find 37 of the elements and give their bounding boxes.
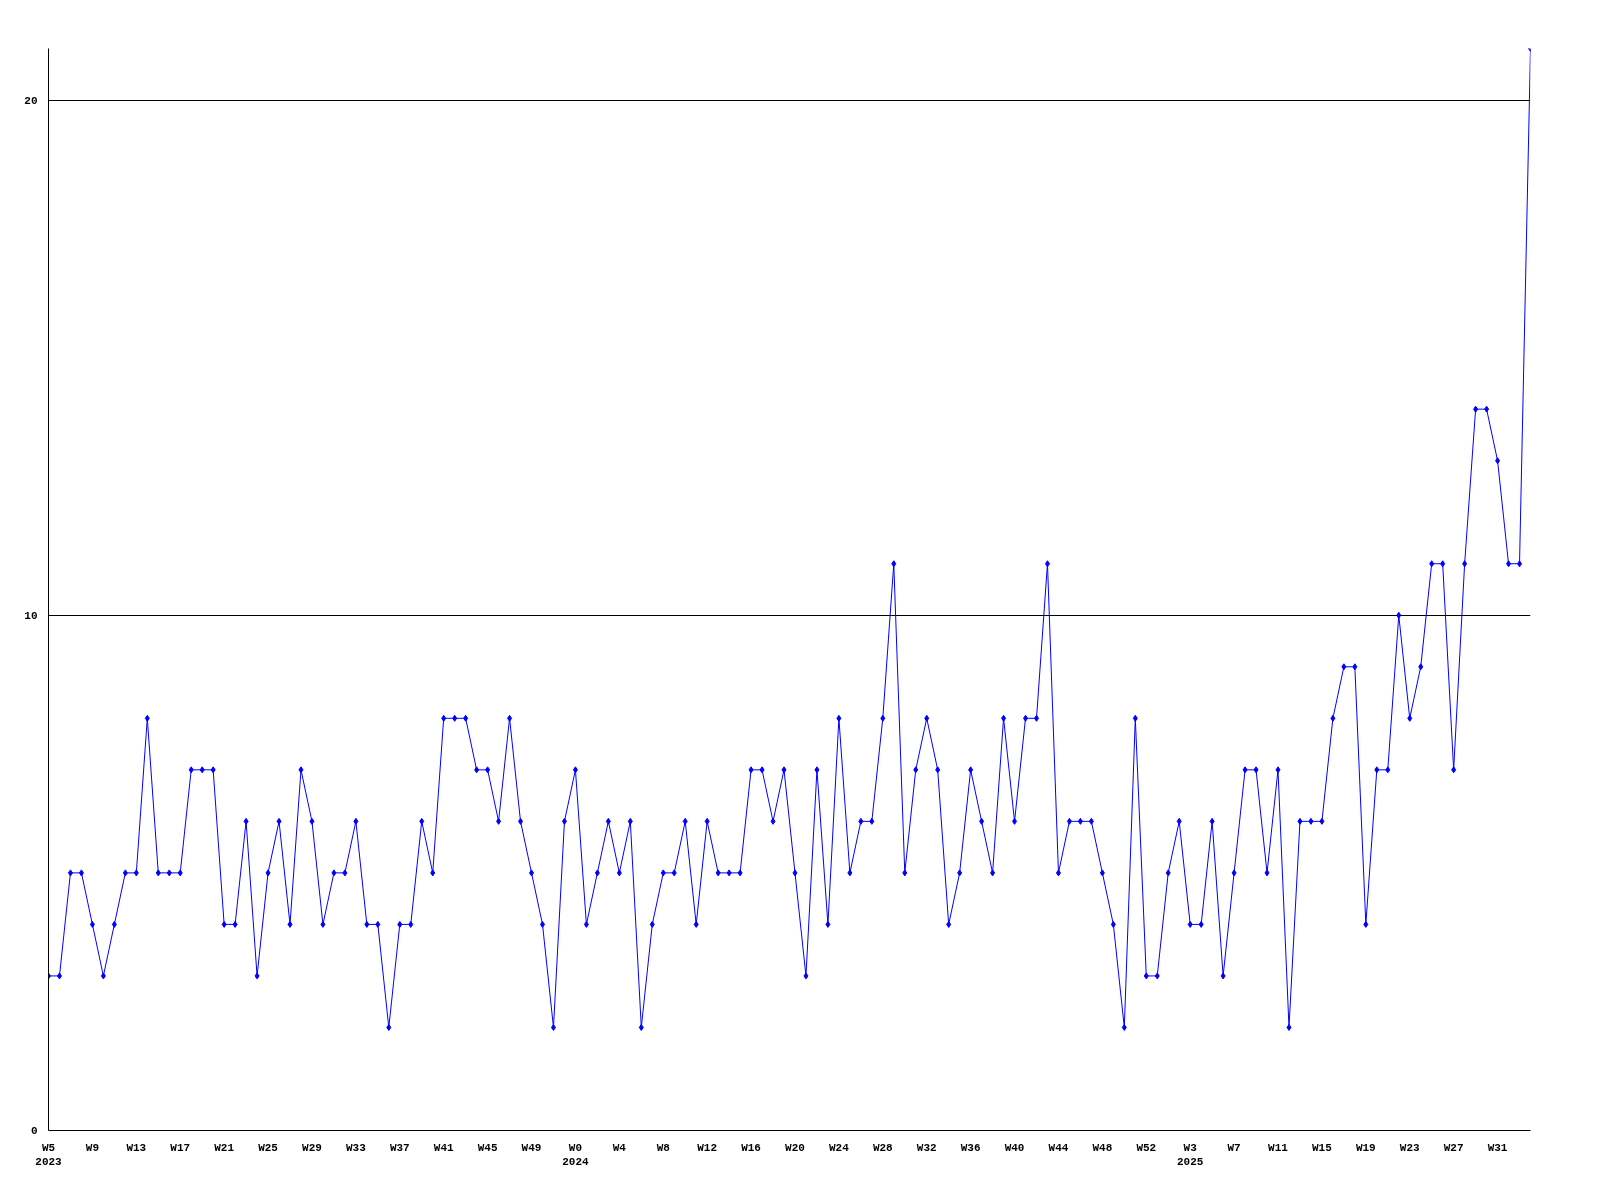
x-tick-label: W8 bbox=[656, 1141, 671, 1154]
x-tick-label: W11 bbox=[1268, 1141, 1289, 1154]
x-tick-label: W17 bbox=[170, 1141, 191, 1154]
x-tick-label: W0 2024 bbox=[562, 1141, 590, 1168]
x-tick-label: W7 bbox=[1227, 1141, 1241, 1154]
x-tick-label: W20 bbox=[785, 1141, 805, 1154]
y-tick-label: 20 bbox=[24, 94, 38, 107]
x-tick-label: W25 bbox=[258, 1141, 279, 1154]
x-tick-label: W21 bbox=[214, 1141, 235, 1154]
x-tick-label: W52 bbox=[1136, 1141, 1157, 1154]
x-tick-label: W12 bbox=[697, 1141, 718, 1154]
x-tick-label: W5 2023 bbox=[35, 1141, 63, 1168]
x-tick-label: W31 bbox=[1487, 1141, 1508, 1154]
x-tick-label: W15 bbox=[1312, 1141, 1333, 1154]
x-tick-label: W3 2025 bbox=[1176, 1141, 1204, 1168]
x-tick-label: W23 bbox=[1399, 1141, 1421, 1154]
x-tick-label: W44 bbox=[1048, 1141, 1069, 1154]
x-tick-label: W33 bbox=[345, 1141, 367, 1154]
x-tick-label: W32 bbox=[916, 1141, 937, 1154]
x-tick-label: W28 bbox=[872, 1141, 894, 1154]
x-tick-label: W41 bbox=[433, 1141, 454, 1154]
x-tick-label: W48 bbox=[1092, 1141, 1113, 1154]
y-tick-label: 10 bbox=[24, 609, 38, 622]
x-tick-label: W13 bbox=[126, 1141, 147, 1154]
x-tick-label: W9 bbox=[85, 1141, 100, 1154]
x-tick-label: W4 bbox=[612, 1141, 627, 1154]
x-tick-label: W16 bbox=[741, 1141, 761, 1154]
x-tick-label: W19 bbox=[1355, 1141, 1376, 1154]
x-tick-label: W29 bbox=[302, 1141, 322, 1154]
x-tick-label: W49 bbox=[521, 1141, 542, 1154]
x-tick-label: W24 bbox=[829, 1141, 850, 1154]
y-tick-label: 0 bbox=[30, 1125, 38, 1137]
x-tick-label: W37 bbox=[389, 1141, 410, 1154]
x-tick-label: W36 bbox=[960, 1141, 981, 1154]
x-tick-label: W40 bbox=[1004, 1141, 1025, 1154]
x-tick-label: W27 bbox=[1443, 1141, 1464, 1154]
x-tick-label: W45 bbox=[477, 1141, 498, 1154]
